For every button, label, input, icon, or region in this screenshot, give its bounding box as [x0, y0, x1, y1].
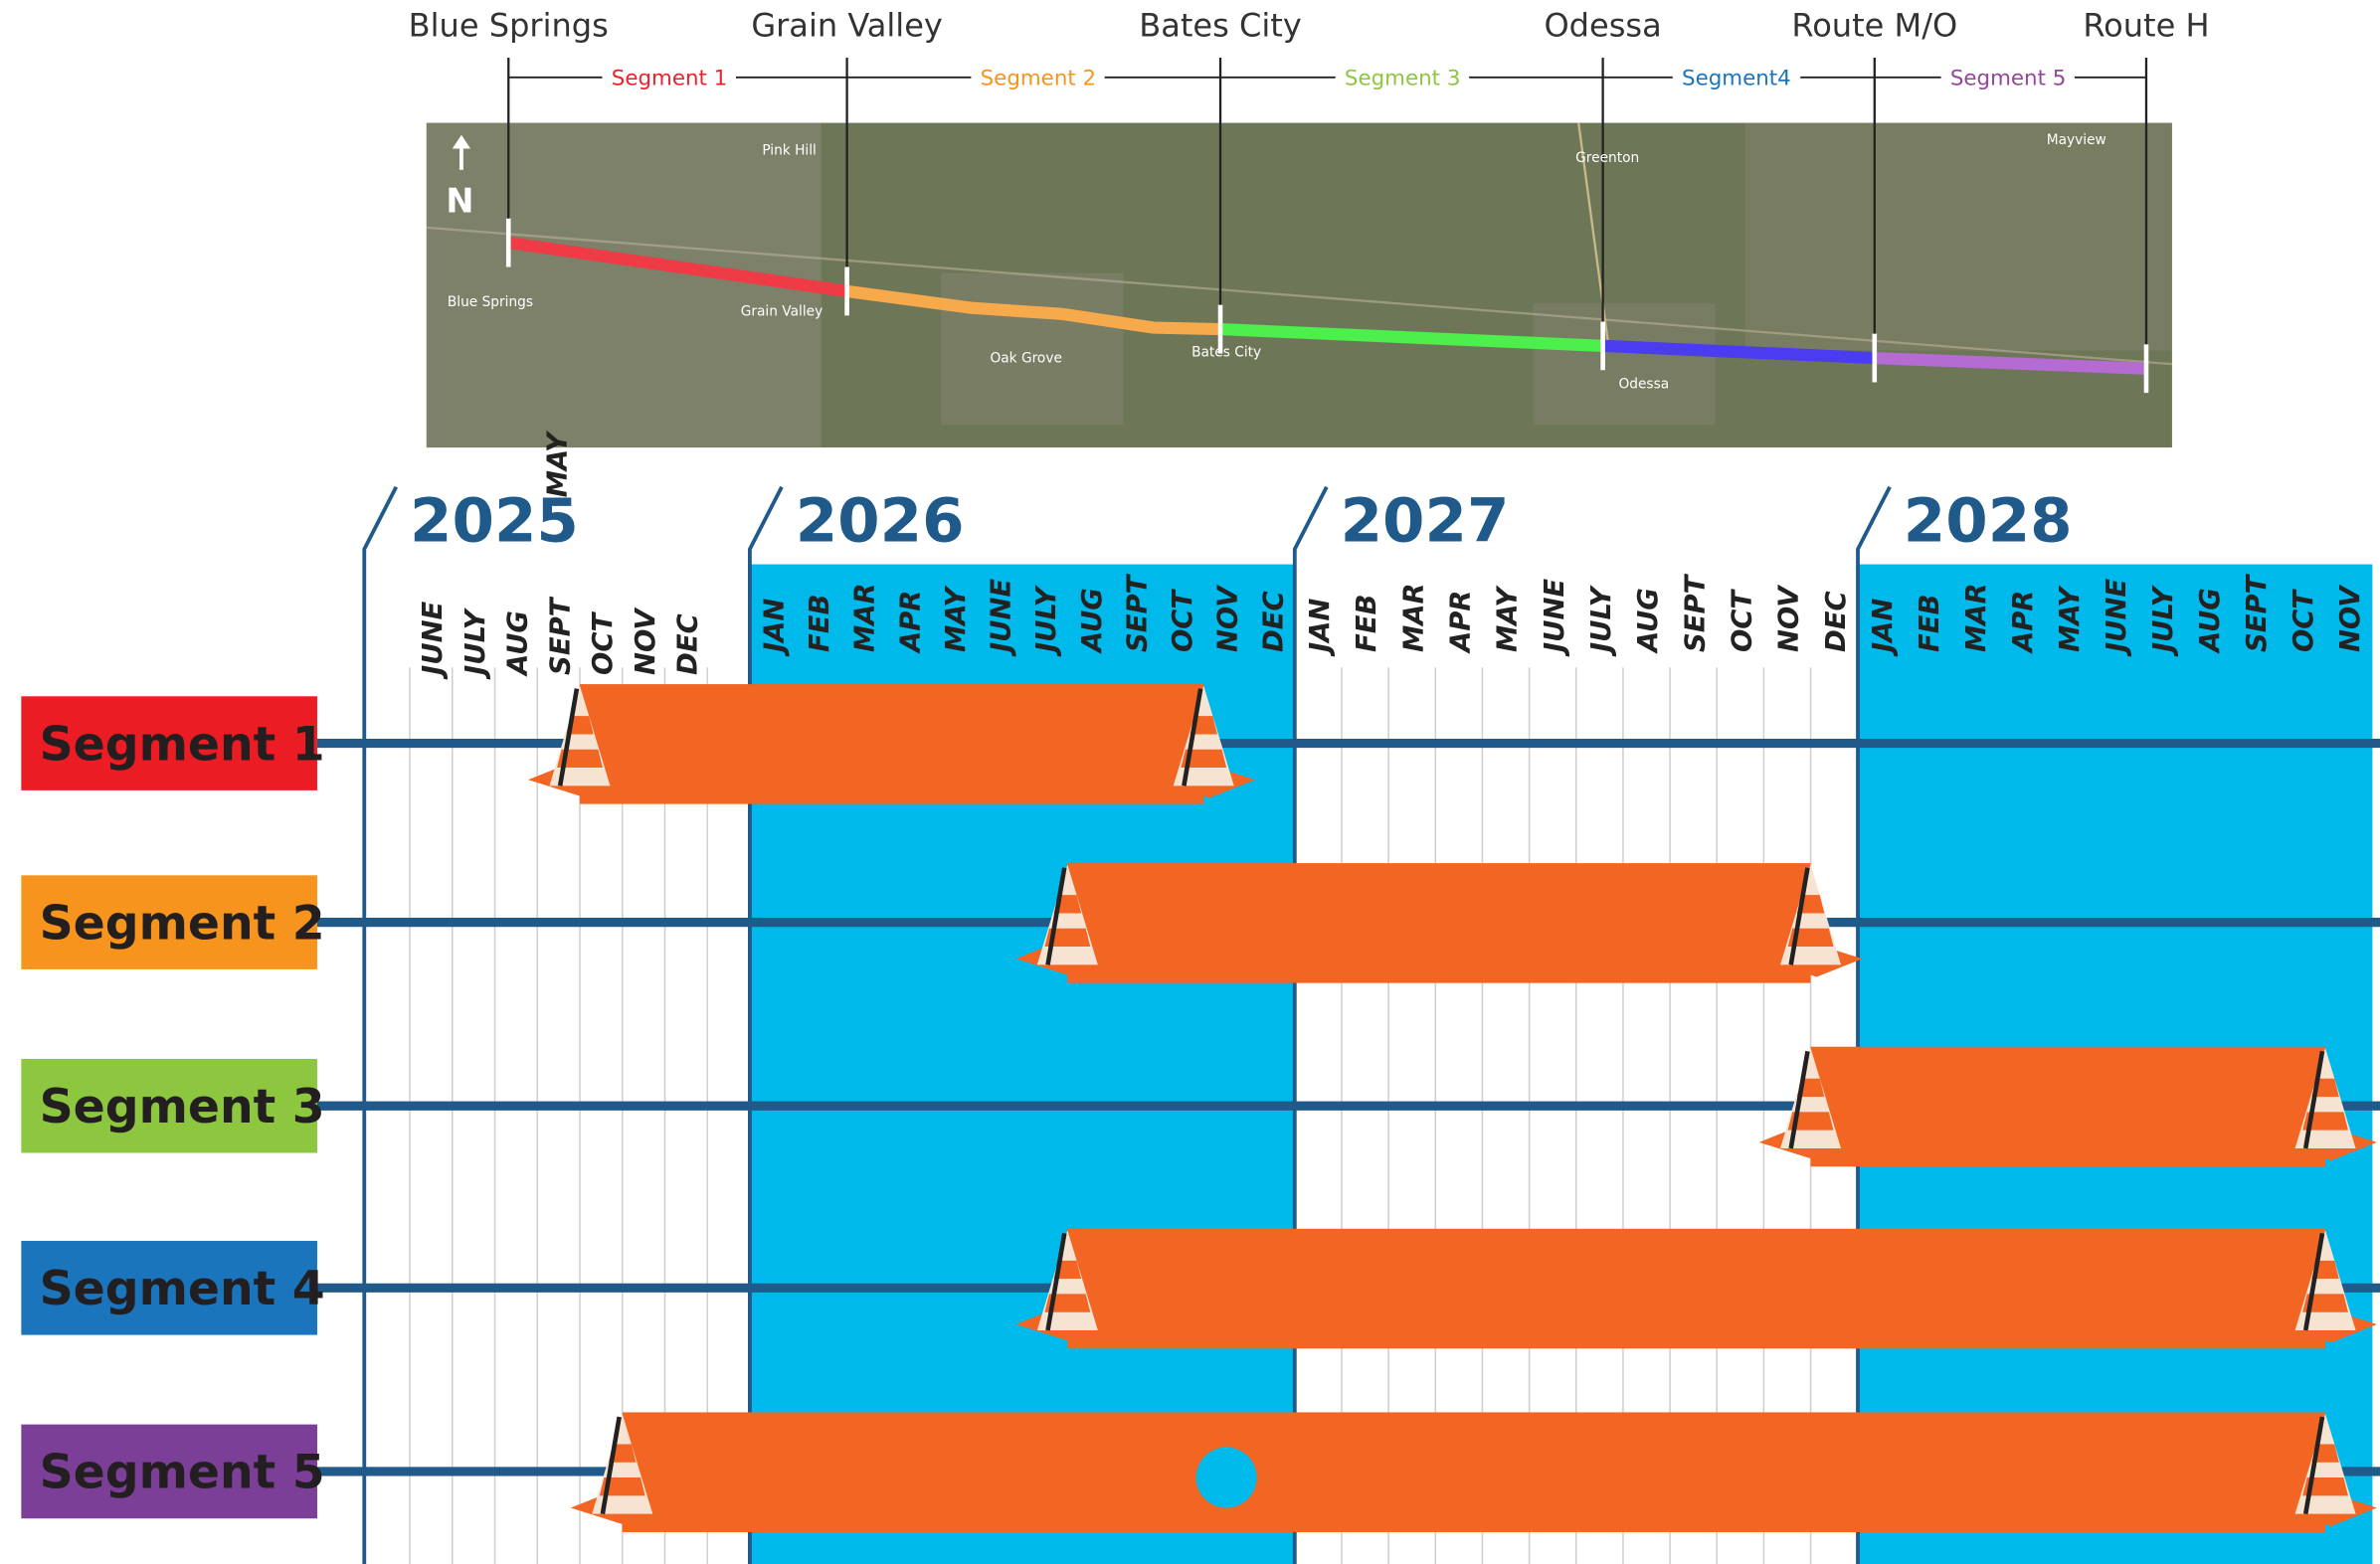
month-label: JAN: [1868, 599, 1899, 657]
month-label: OCT: [2288, 589, 2319, 652]
map-place-label: Bates City: [1191, 345, 1261, 361]
month-label: APR: [895, 591, 926, 655]
year-label: 2026: [796, 486, 965, 557]
month-label: DEC: [672, 613, 703, 675]
map-place-label: Mayview: [2047, 132, 2106, 148]
construction-bar: [1067, 1229, 2325, 1349]
construction-bar: [623, 1412, 2325, 1532]
map-place-label: Blue Springs: [448, 294, 533, 310]
month-label: NOV: [2335, 584, 2366, 652]
month-label: FEB: [805, 595, 835, 652]
month-label: JUNE: [987, 579, 1017, 657]
town-label: Odessa: [1544, 7, 1661, 45]
map-urban: [941, 273, 1123, 426]
month-label: OCT: [1168, 589, 1198, 652]
month-label: APR: [2008, 591, 2039, 655]
segment-name: Segment 2: [40, 896, 325, 951]
month-label: JULY: [460, 607, 491, 680]
month-label: MAY: [1493, 585, 1524, 652]
month-label: JULY: [2148, 584, 2179, 657]
segment-map-label: Segment 2: [981, 66, 1097, 90]
segment-map-label: Segment 5: [1950, 66, 2067, 90]
town-label: Grain Valley: [751, 7, 943, 45]
month-label: AUG: [1633, 588, 1664, 654]
month-label: NOV: [1774, 584, 1805, 652]
month-label: DEC: [1821, 591, 1852, 652]
month-label: OCT: [1727, 589, 1757, 652]
segment-name: Segment 4: [40, 1262, 325, 1316]
month-label: JULY: [1031, 584, 1062, 657]
month-label: APR: [1446, 591, 1477, 655]
month-label: FEB: [1915, 595, 1945, 652]
month-label: JAN: [759, 599, 790, 657]
construction-bar: [1811, 1047, 2326, 1167]
month-label: AUG: [2195, 588, 2226, 654]
segment-map-label: Segment4: [1682, 66, 1791, 90]
year-label: 2027: [1341, 486, 1510, 557]
month-label: SEPT: [545, 596, 576, 675]
month-label: MAR: [850, 583, 881, 652]
month-label: AUG: [1077, 588, 1108, 654]
month-label: MAY: [542, 430, 573, 497]
map-fields: [1745, 123, 2172, 351]
construction-bar: [1067, 863, 1810, 983]
month-label: JUNE: [418, 601, 449, 679]
month-label: NOV: [631, 607, 661, 675]
month-label: MAR: [1398, 583, 1429, 652]
town-label: Route H: [2083, 7, 2209, 45]
month-label: MAY: [2055, 585, 2086, 652]
year-label: 2028: [1904, 486, 2073, 557]
town-label: Bates City: [1139, 7, 1302, 45]
map-place-label: Greenton: [1575, 150, 1639, 166]
construction-bar: [580, 684, 1203, 804]
map-place-label: Grain Valley: [741, 303, 823, 319]
month-label: DEC: [1258, 591, 1289, 652]
segment-name: Segment 3: [40, 1080, 325, 1134]
month-label: JULY: [1586, 584, 1617, 657]
segment-name: Segment 1: [40, 717, 325, 772]
marker-dot: [1196, 1448, 1257, 1508]
segment-map-label: Segment 1: [612, 66, 728, 90]
month-label: SEPT: [2242, 573, 2273, 652]
month-label: FEB: [1352, 595, 1382, 652]
segment-map-label: Segment 3: [1345, 66, 1461, 90]
map-place-label: Oak Grove: [990, 351, 1061, 367]
town-label: Blue Springs: [409, 7, 609, 45]
timeline: N Blue Springs Grain Valley Bates City Odes…: [0, 0, 2380, 1564]
town-label: Route M/O: [1791, 7, 1957, 45]
map-place-label: Pink Hill: [762, 143, 817, 159]
month-label: JAN: [1305, 599, 1336, 657]
month-label: SEPT: [1680, 573, 1711, 652]
month-label: JUNE: [2102, 579, 2132, 657]
month-label: AUG: [503, 610, 534, 677]
month-label: JUNE: [1540, 579, 1570, 657]
north-label: N: [446, 182, 473, 221]
month-label: NOV: [1213, 584, 1244, 652]
month-label: SEPT: [1122, 573, 1153, 652]
month-label: MAY: [941, 585, 972, 652]
segment-name: Segment 5: [40, 1446, 325, 1500]
month-label: MAR: [1961, 583, 1992, 652]
map-place-label: Odessa: [1618, 377, 1669, 393]
month-label: OCT: [588, 610, 619, 674]
